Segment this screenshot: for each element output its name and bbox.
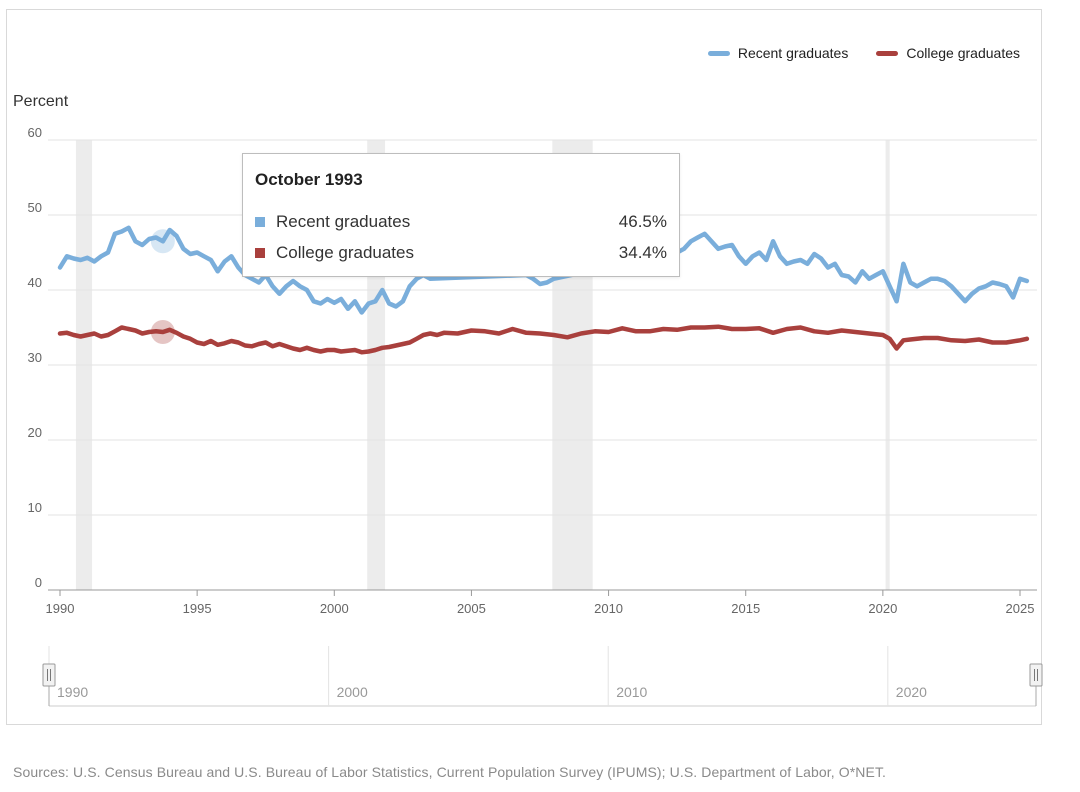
legend-label-college: College graduates [906, 45, 1020, 61]
legend-swatch-recent [707, 50, 730, 56]
x-tick-label: 2025 [1006, 601, 1035, 616]
tooltip-row-college: College graduates 34.4% [255, 237, 667, 268]
tooltip-name-college: College graduates [276, 242, 414, 262]
tooltip-row-recent: Recent graduates 46.5% [255, 206, 667, 237]
legend-label-recent: Recent graduates [737, 45, 849, 61]
legend: Recent graduates College graduates [707, 45, 1020, 61]
tooltip-title: October 1993 [255, 170, 363, 189]
x-tick-label: 2010 [594, 601, 623, 616]
x-tick-label: 1995 [183, 601, 212, 616]
y-tick-label: 20 [28, 425, 42, 440]
y-axis-label: Percent [13, 93, 69, 110]
legend-item-college[interactable]: College graduates [876, 45, 1020, 61]
x-tick-label: 2020 [868, 601, 897, 616]
navigator-label: 1990 [57, 684, 88, 700]
x-tick-label: 1990 [46, 601, 75, 616]
y-tick-label: 40 [28, 275, 42, 290]
y-tick-label: 0 [35, 575, 42, 590]
college-graduates-line [57, 324, 1030, 355]
tooltip-value-recent: 46.5% [618, 211, 667, 231]
tooltip-swatch-college [255, 247, 265, 258]
navigator-label: 2000 [337, 684, 368, 700]
x-tick-label: 2000 [320, 601, 349, 616]
sources-note: Sources: U.S. Census Bureau and U.S. Bur… [13, 764, 887, 780]
hover-marker-college [150, 320, 175, 344]
y-axis-ticks: 0 10 20 30 40 50 60 [28, 125, 42, 590]
tooltip: October 1993 Recent graduates 46.5% Coll… [242, 153, 680, 277]
y-tick-label: 10 [28, 500, 42, 515]
navigator-label: 2010 [616, 684, 647, 700]
hover-markers [150, 229, 175, 344]
x-axis-ticks: 1990 1995 2000 2005 2010 2015 2020 2025 [46, 590, 1035, 616]
y-tick-label: 50 [28, 200, 42, 215]
legend-swatch-college [876, 50, 899, 56]
x-tick-label: 2005 [457, 601, 486, 616]
chart-frame [6, 9, 1042, 725]
y-tick-label: 60 [28, 125, 42, 140]
x-tick-label: 2015 [731, 601, 760, 616]
navigator-area [49, 646, 1036, 706]
tooltip-name-recent: Recent graduates [276, 211, 411, 231]
navigator-label: 2020 [896, 684, 927, 700]
hover-marker-recent [150, 229, 175, 254]
tooltip-value-college: 34.4% [618, 242, 667, 262]
navigator-handle-right[interactable] [1029, 663, 1043, 687]
y-tick-label: 30 [28, 350, 42, 365]
navigator[interactable]: 1990 2000 2010 2020 [42, 646, 1043, 707]
navigator-handle-left[interactable] [42, 663, 56, 687]
tooltip-swatch-recent [255, 216, 265, 227]
legend-item-recent[interactable]: Recent graduates [707, 45, 849, 61]
